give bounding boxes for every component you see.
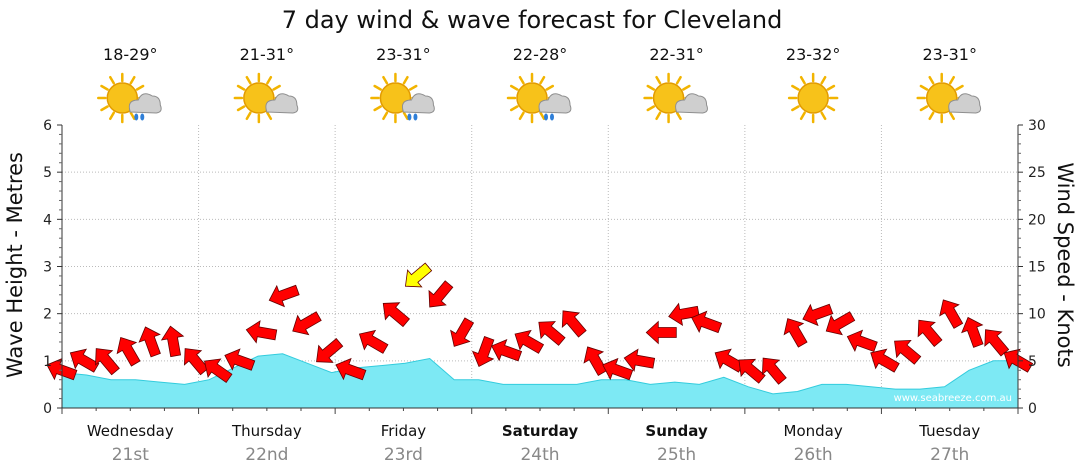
weather-icon [916,72,982,124]
day-column: 18-29° Wednesday 21st [87,45,174,465]
axes: 0 1 2 3 4 5 6 0 5 10 15 20 25 30 [43,118,1046,417]
day-temp-range: 23-32° [786,45,841,64]
wind-arrow [623,348,656,372]
day-column: 21-31° Thursday 22nd [231,45,302,465]
right-tick-label: 25 [1028,165,1046,181]
wind-arrow [245,320,278,344]
wind-arrow [335,357,367,381]
wind-arrow [224,348,256,371]
day-name: Saturday [502,422,579,440]
wind-arrow [160,325,185,358]
day-temp-range: 18-29° [103,45,158,64]
wind-arrow [204,358,233,383]
day-temp-range: 23-31° [922,45,977,64]
day-column: 22-28° Saturday 24th [502,45,579,465]
left-axis-label: Wave Height - Metres [3,152,27,378]
wind-arrow [870,348,900,373]
wind-arrow [761,357,787,385]
watermark: www.seabreeze.com.au [894,393,1012,404]
wind-arrow [404,262,433,288]
left-tick-label: 4 [43,212,52,228]
wind-arrow [668,302,700,327]
right-tick-label: 15 [1028,260,1046,276]
day-date: 26th [794,445,833,465]
right-tick-label: 5 [1028,354,1037,370]
wind-arrow [894,339,922,365]
left-tick-label: 6 [43,118,52,134]
wind-arrow [358,329,389,354]
wind-arrow [428,280,454,308]
wind-arrow [802,303,834,327]
weather-icon [370,72,435,124]
day-temp-range: 21-31° [240,45,295,64]
wind-arrow [939,299,964,329]
wind-arrow [382,302,411,328]
wind-arrow [825,311,856,336]
chart-title: 7 day wind & wave forecast for Cleveland [282,6,783,34]
wind-arrows [46,262,1034,385]
wind-arrow [691,310,723,334]
wind-arrow [138,326,161,358]
right-tick-label: 30 [1028,118,1046,134]
wind-arrow [961,316,984,348]
day-date: 27th [930,445,969,465]
wind-arrow [514,329,545,354]
day-column: 23-31° Friday 23rd [370,45,435,465]
day-name: Tuesday [918,422,980,440]
day-date: 22nd [245,445,288,465]
wind-arrow [292,311,322,336]
day-column: 23-31° Tuesday 27th [916,45,982,465]
right-tick-label: 0 [1028,401,1037,417]
left-tick-label: 3 [43,260,52,276]
wind-arrow [116,337,141,367]
right-axis-label: Wind Speed - Knots [1053,162,1077,367]
wind-arrow [491,338,523,362]
wind-arrow [783,318,808,348]
right-tick-label: 10 [1028,307,1046,323]
weather-icon [643,72,708,124]
wind-arrow [450,317,475,347]
day-date: 24th [520,445,559,465]
day-name: Wednesday [87,422,174,440]
day-name: Monday [784,422,843,440]
day-temp-range: 23-31° [376,45,431,64]
wind-arrow [471,336,495,367]
day-date: 21st [112,445,149,465]
wind-arrow [538,321,566,346]
weather-icon [787,72,839,124]
day-column: 23-32° Monday 26th [784,45,843,465]
day-name: Thursday [231,422,302,440]
wind-arrow [95,348,120,376]
wind-arrow [561,310,587,338]
left-tick-label: 1 [43,354,52,370]
left-tick-label: 2 [43,307,52,323]
wind-arrow [268,284,300,308]
day-columns: 18-29° Wednesday 21st 21-31° Thursday 22nd 23-… [87,45,982,465]
wind-arrow [602,357,634,381]
wind-arrow [645,320,677,345]
wind-arrow [846,329,878,352]
day-name: Friday [381,422,427,440]
wind-arrow [316,338,344,363]
day-column: 22-31° Sunday 25th [643,45,708,465]
day-temp-range: 22-31° [649,45,704,64]
weather-icon [506,72,572,124]
right-tick-label: 20 [1028,212,1046,228]
wave-height-area [62,353,1018,408]
wind-arrow [917,319,943,348]
day-name: Sunday [645,422,708,440]
day-date: 23rd [384,445,423,465]
wind-arrow [984,329,1010,357]
left-tick-label: 0 [43,401,52,417]
grid-lines [62,125,1018,408]
weather-icon [97,72,162,124]
weather-icon [233,72,299,124]
day-date: 25th [657,445,696,465]
left-tick-label: 5 [43,165,52,181]
day-temp-range: 22-28° [513,45,568,64]
